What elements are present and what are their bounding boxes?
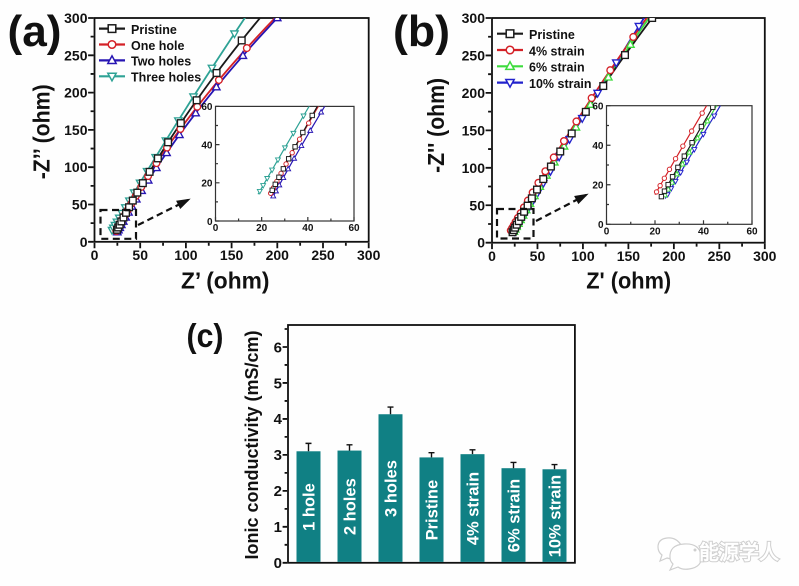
svg-text:300: 300 xyxy=(462,10,486,26)
svg-text:60: 60 xyxy=(348,223,360,234)
svg-text:250: 250 xyxy=(311,247,335,263)
svg-text:150: 150 xyxy=(64,122,88,138)
svg-text:60: 60 xyxy=(201,102,213,113)
svg-text:Pristine: Pristine xyxy=(424,480,442,541)
svg-text:2: 2 xyxy=(274,483,282,500)
svg-text:能源学人: 能源学人 xyxy=(699,540,780,564)
svg-text:0: 0 xyxy=(207,217,213,228)
svg-text:3 holes: 3 holes xyxy=(383,460,401,517)
svg-text:20: 20 xyxy=(649,226,661,237)
svg-text:40: 40 xyxy=(698,226,710,237)
svg-text:1 hole: 1 hole xyxy=(301,483,319,531)
svg-text:50: 50 xyxy=(132,247,148,263)
svg-text:(b): (b) xyxy=(393,7,450,56)
svg-text:Two holes: Two holes xyxy=(131,55,191,69)
svg-text:0: 0 xyxy=(488,248,496,264)
svg-text:20: 20 xyxy=(201,179,213,190)
svg-text:250: 250 xyxy=(64,47,88,63)
svg-text:10% strain: 10% strain xyxy=(529,77,592,91)
svg-text:300: 300 xyxy=(753,248,777,264)
svg-text:50: 50 xyxy=(469,197,485,213)
svg-text:Z’ (ohm): Z’ (ohm) xyxy=(181,268,270,294)
svg-text:-Z'' (ohm): -Z'' (ohm) xyxy=(423,78,449,173)
svg-text:能源学人: 能源学人 xyxy=(699,540,780,564)
svg-text:4% strain: 4% strain xyxy=(465,472,483,545)
svg-text:0: 0 xyxy=(213,223,219,234)
svg-text:250: 250 xyxy=(462,47,486,63)
svg-text:2 holes: 2 holes xyxy=(342,478,360,535)
svg-text:300: 300 xyxy=(64,10,88,26)
svg-text:200: 200 xyxy=(462,85,486,101)
svg-text:5: 5 xyxy=(274,375,282,392)
svg-text:6% strain: 6% strain xyxy=(529,61,585,75)
svg-text:40: 40 xyxy=(592,141,604,152)
svg-text:6: 6 xyxy=(274,339,282,356)
svg-text:-Z’’ (ohm): -Z’’ (ohm) xyxy=(29,84,55,179)
svg-text:200: 200 xyxy=(662,248,686,264)
svg-text:20: 20 xyxy=(592,181,604,192)
svg-text:60: 60 xyxy=(746,226,758,237)
svg-text:Three holes: Three holes xyxy=(131,71,201,85)
svg-text:50: 50 xyxy=(72,197,88,213)
svg-text:(a): (a) xyxy=(8,7,62,56)
svg-text:150: 150 xyxy=(220,247,244,263)
svg-text:250: 250 xyxy=(708,248,732,264)
svg-text:(c): (c) xyxy=(187,317,224,354)
svg-text:200: 200 xyxy=(266,247,290,263)
svg-text:10% strain: 10% strain xyxy=(547,475,565,558)
svg-text:4: 4 xyxy=(274,411,283,428)
svg-text:Pristine: Pristine xyxy=(529,28,575,42)
svg-text:200: 200 xyxy=(64,85,88,101)
svg-text:0: 0 xyxy=(604,226,610,237)
svg-text:150: 150 xyxy=(462,122,486,138)
svg-text:3: 3 xyxy=(274,447,282,464)
svg-text:60: 60 xyxy=(592,102,604,113)
svg-text:100: 100 xyxy=(462,160,486,176)
svg-text:300: 300 xyxy=(357,247,381,263)
svg-text:50: 50 xyxy=(530,248,546,264)
svg-text:6% strain: 6% strain xyxy=(506,479,524,552)
svg-text:Pristine: Pristine xyxy=(131,23,177,37)
svg-text:40: 40 xyxy=(201,140,213,151)
svg-text:100: 100 xyxy=(571,248,595,264)
svg-text:1: 1 xyxy=(274,519,282,536)
svg-text:0: 0 xyxy=(91,247,99,263)
svg-text:100: 100 xyxy=(64,159,88,175)
svg-text:0: 0 xyxy=(477,235,485,251)
svg-text:0: 0 xyxy=(274,555,282,572)
svg-text:40: 40 xyxy=(302,223,314,234)
svg-text:4% strain: 4% strain xyxy=(529,44,585,58)
svg-text:0: 0 xyxy=(80,234,88,250)
svg-text:One hole: One hole xyxy=(131,39,185,53)
svg-text:Ionic conductivity (mS/cm): Ionic conductivity (mS/cm) xyxy=(242,330,262,559)
svg-text:150: 150 xyxy=(617,248,641,264)
svg-text:Z' (ohm): Z' (ohm) xyxy=(586,268,671,294)
svg-text:20: 20 xyxy=(256,223,268,234)
svg-text:100: 100 xyxy=(174,247,198,263)
svg-text:0: 0 xyxy=(598,220,604,231)
